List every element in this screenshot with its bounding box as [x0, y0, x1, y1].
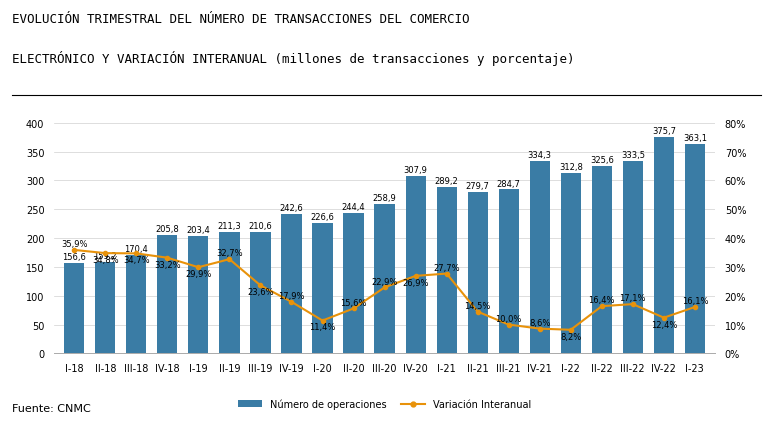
Text: 307,9: 307,9	[404, 166, 427, 175]
Text: Fuente: CNMC: Fuente: CNMC	[12, 403, 90, 413]
Text: 226,6: 226,6	[311, 213, 335, 222]
Text: 244,4: 244,4	[342, 202, 366, 211]
Text: 312,8: 312,8	[559, 163, 583, 172]
Bar	[654, 138, 674, 354]
Text: 205,8: 205,8	[155, 225, 179, 233]
Text: 32,7%: 32,7%	[216, 249, 243, 258]
Text: 211,3: 211,3	[217, 222, 241, 230]
Bar	[343, 213, 363, 354]
Text: 279,7: 279,7	[465, 182, 489, 191]
Text: 210,6: 210,6	[249, 222, 272, 231]
Text: 258,9: 258,9	[373, 194, 397, 203]
Bar	[591, 166, 612, 354]
Text: 17,9%: 17,9%	[278, 291, 305, 300]
Text: 284,7: 284,7	[497, 179, 521, 188]
Bar	[560, 174, 581, 354]
Bar	[220, 232, 240, 354]
Bar	[250, 233, 271, 354]
Text: 203,4: 203,4	[186, 226, 210, 235]
Bar	[374, 204, 395, 354]
Text: 289,2: 289,2	[434, 176, 458, 186]
Text: 33,2%: 33,2%	[154, 260, 181, 269]
Text: 333,5: 333,5	[621, 151, 645, 160]
Bar	[623, 162, 643, 354]
Bar	[281, 214, 301, 354]
Text: EVOLUCIÓN TRIMESTRAL DEL NÚMERO DE TRANSACCIONES DEL COMERCIO: EVOLUCIÓN TRIMESTRAL DEL NÚMERO DE TRANS…	[12, 13, 469, 26]
Bar	[406, 176, 426, 354]
Text: 12,4%: 12,4%	[651, 320, 677, 329]
Text: 27,7%: 27,7%	[434, 263, 460, 272]
Bar	[530, 161, 550, 354]
Bar	[685, 145, 705, 354]
Legend: Número de operaciones, Variación Interanual: Número de operaciones, Variación Interan…	[234, 395, 535, 413]
Text: 23,6%: 23,6%	[247, 288, 274, 296]
Text: 15,6%: 15,6%	[340, 298, 367, 307]
Text: 8,2%: 8,2%	[560, 332, 581, 341]
Text: 22,9%: 22,9%	[371, 277, 398, 286]
Text: 29,9%: 29,9%	[186, 269, 212, 279]
Text: 375,7: 375,7	[652, 127, 676, 136]
Text: 34,7%: 34,7%	[123, 256, 150, 265]
Text: 16,4%: 16,4%	[588, 296, 615, 305]
Text: 334,3: 334,3	[528, 151, 552, 160]
Text: 16,1%: 16,1%	[682, 296, 708, 305]
Text: 26,9%: 26,9%	[402, 278, 429, 287]
Bar	[499, 190, 519, 354]
Bar	[126, 256, 146, 354]
Text: 363,1: 363,1	[683, 134, 707, 143]
Text: 159,2: 159,2	[94, 251, 117, 260]
Text: 10,0%: 10,0%	[495, 314, 522, 323]
Bar	[157, 235, 178, 354]
Bar	[95, 262, 115, 354]
Bar	[468, 193, 488, 354]
Text: 35,9%: 35,9%	[61, 239, 87, 248]
Text: ELECTRÓNICO Y VARIACIÓN INTERANUAL (millones de transacciones y porcentaje): ELECTRÓNICO Y VARIACIÓN INTERANUAL (mill…	[12, 51, 574, 66]
Text: 170,4: 170,4	[124, 245, 148, 254]
Text: 242,6: 242,6	[280, 203, 303, 212]
Bar	[189, 236, 209, 354]
Text: 17,1%: 17,1%	[619, 294, 646, 302]
Bar	[64, 264, 84, 354]
Bar	[437, 187, 457, 354]
Bar	[312, 223, 332, 354]
Text: 11,4%: 11,4%	[309, 322, 335, 331]
Text: 8,6%: 8,6%	[529, 318, 550, 327]
Text: 156,6: 156,6	[63, 253, 87, 262]
Text: 325,6: 325,6	[590, 155, 614, 164]
Text: 34,8%: 34,8%	[92, 255, 118, 264]
Text: 14,5%: 14,5%	[465, 301, 491, 310]
